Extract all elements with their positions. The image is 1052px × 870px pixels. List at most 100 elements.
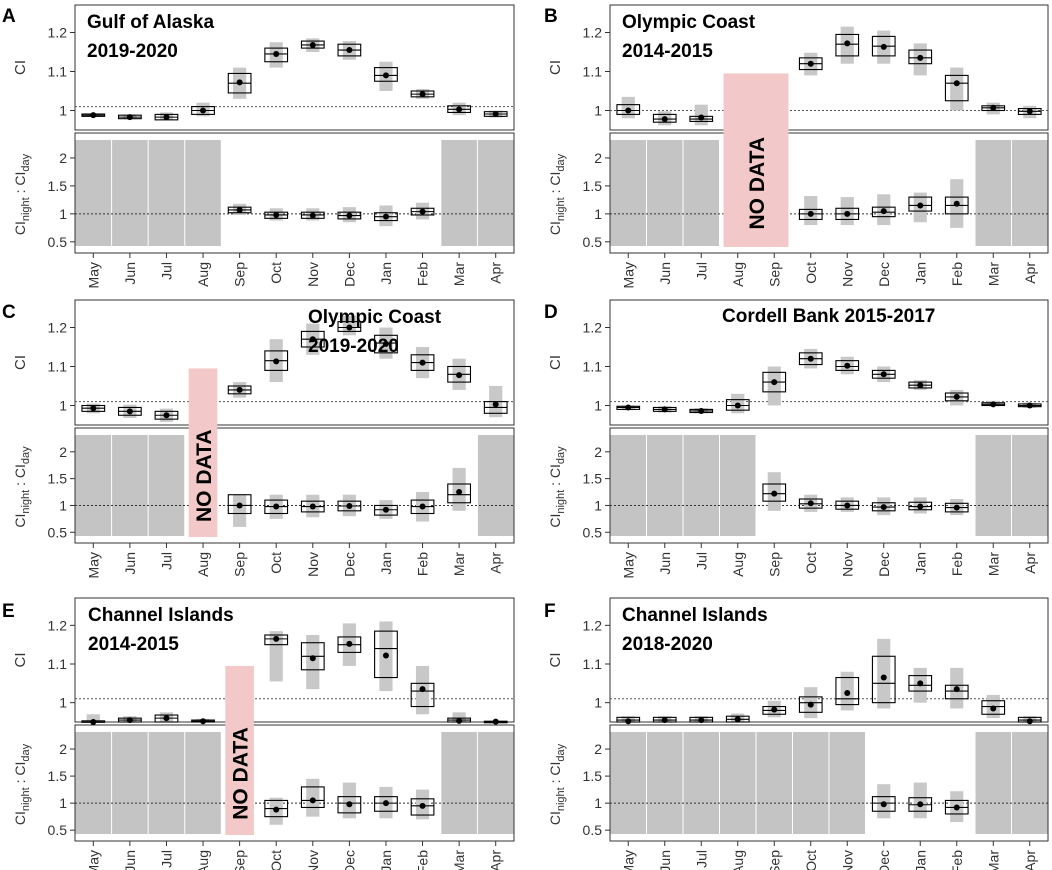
shaded-month-apr	[477, 732, 514, 834]
ci-range-bar	[950, 67, 964, 111]
ratio-mean-point	[346, 212, 353, 219]
ci-mean-point	[917, 382, 924, 389]
panel-title-line: Cordell Bank 2015-2017	[722, 306, 935, 327]
ci-iqr-box	[374, 67, 398, 82]
ratio-mean-point	[953, 504, 960, 511]
ci-box-jan	[908, 380, 933, 390]
x-tick-label: Jun	[122, 552, 138, 575]
ci-axis-label: CI	[547, 653, 564, 668]
ratio-label-subscript: night	[555, 197, 567, 221]
x-tick-label: Aug	[195, 552, 211, 577]
ci-range-bar	[767, 366, 781, 406]
ci-box-sep	[762, 700, 787, 718]
x-tick-label: Jun	[657, 850, 673, 870]
x-tick-label: May	[620, 850, 636, 870]
ratio-box-dec	[871, 497, 896, 516]
shaded-month-may	[610, 140, 646, 246]
ratio-mean-point	[346, 502, 353, 509]
ratio-mean-point	[346, 801, 353, 808]
ci-box-oct	[264, 42, 289, 68]
ci-mean-point	[90, 719, 97, 725]
ratio-tick-label: 1	[59, 497, 67, 513]
x-tick-label: Jul	[158, 850, 174, 868]
ci-mean-point	[492, 401, 499, 408]
shaded-month-mar	[975, 435, 1011, 536]
shaded-month-aug	[720, 435, 756, 536]
shaded-month-mar	[441, 732, 477, 834]
ratio-range-bar	[804, 195, 818, 226]
x-tick-label: Apr	[1022, 850, 1038, 870]
x-tick-label: Dec	[341, 850, 357, 870]
ci-iqr-box	[944, 684, 969, 700]
ci-box-sep	[227, 67, 252, 99]
ratio-box-nov	[835, 197, 860, 226]
x-tick-label: Jul	[158, 262, 174, 280]
ci-mean-point	[990, 705, 997, 712]
shaded-month-may	[75, 732, 112, 834]
ci-tick-label: 1	[59, 103, 67, 119]
x-tick-label: Sep	[232, 262, 248, 287]
ratio-label-part: : CI	[12, 762, 28, 788]
ratio-mean-point	[880, 208, 887, 215]
no-data-label: NO DATA	[230, 727, 253, 820]
ratio-iqr-box	[908, 196, 933, 212]
ratio-axis-label: CInight : CIday	[547, 743, 567, 825]
bottom-plot-frame	[609, 132, 1049, 254]
x-tick-label: Feb	[415, 850, 431, 870]
ratio-box-oct	[798, 195, 823, 226]
panel-title-line: 2014-2015	[622, 41, 713, 62]
ci-mean-point	[346, 324, 353, 331]
panel-title-line: 2019-2020	[308, 336, 399, 357]
ci-axis-label: CI	[12, 355, 29, 370]
ci-tick-label: 1.2	[583, 320, 603, 336]
ci-tick-label: 1.2	[48, 25, 68, 41]
ci-box-feb	[944, 67, 969, 111]
ratio-box-sep	[762, 472, 787, 511]
ci-box-oct	[264, 631, 289, 682]
x-tick-label: Feb	[949, 262, 965, 286]
x-tick-label: Mar	[451, 552, 467, 576]
ci-mean-point	[661, 406, 668, 413]
x-tick-label: Jul	[693, 850, 709, 868]
ci-mean-point	[492, 111, 499, 118]
ratio-tick-label: 0.5	[583, 822, 603, 838]
ci-box-mar	[981, 102, 1006, 115]
ci-box-jul	[689, 407, 714, 414]
ratio-tick-label: 0.5	[583, 524, 603, 540]
ratio-tick-label: 1	[594, 206, 602, 222]
ratio-box-feb	[410, 789, 435, 820]
ci-mean-point	[698, 407, 705, 414]
shaded-month-jul	[683, 732, 719, 834]
ci-box-oct	[798, 52, 823, 76]
ci-box-aug	[191, 102, 215, 117]
ci-box-feb	[410, 665, 435, 715]
x-tick-label: Jan	[912, 552, 928, 575]
ci-mean-point	[880, 43, 887, 50]
ratio-box-sep	[227, 203, 252, 215]
ratio-box-dec	[337, 207, 362, 223]
x-tick-label: Apr	[1022, 552, 1038, 574]
x-tick-label: Dec	[341, 262, 357, 287]
x-tick-label: Oct	[268, 552, 284, 574]
ci-mean-point	[990, 401, 997, 408]
ci-tick-label: 1.1	[48, 64, 68, 80]
ci-tick-label: 1	[594, 695, 602, 711]
ratio-mean-point	[771, 490, 778, 497]
ci-tick-label: 1.2	[48, 617, 68, 633]
ratio-label-subscript: night	[20, 197, 32, 221]
ci-mean-point	[1026, 108, 1033, 115]
ratio-label-part: CI	[12, 514, 28, 528]
ratio-mean-point	[917, 801, 924, 808]
ci-axis-label: CI	[547, 60, 564, 75]
ratio-tick-label: 2	[594, 741, 602, 757]
x-tick-label: Jun	[122, 850, 138, 870]
ratio-box-jan	[908, 497, 933, 514]
ratio-mean-point	[844, 210, 851, 217]
ci-mean-point	[661, 717, 668, 724]
ratio-tick-label: 1	[594, 795, 602, 811]
shaded-month-aug	[185, 732, 221, 834]
ratio-mean-point	[273, 211, 280, 218]
ratio-mean-point	[953, 200, 960, 207]
